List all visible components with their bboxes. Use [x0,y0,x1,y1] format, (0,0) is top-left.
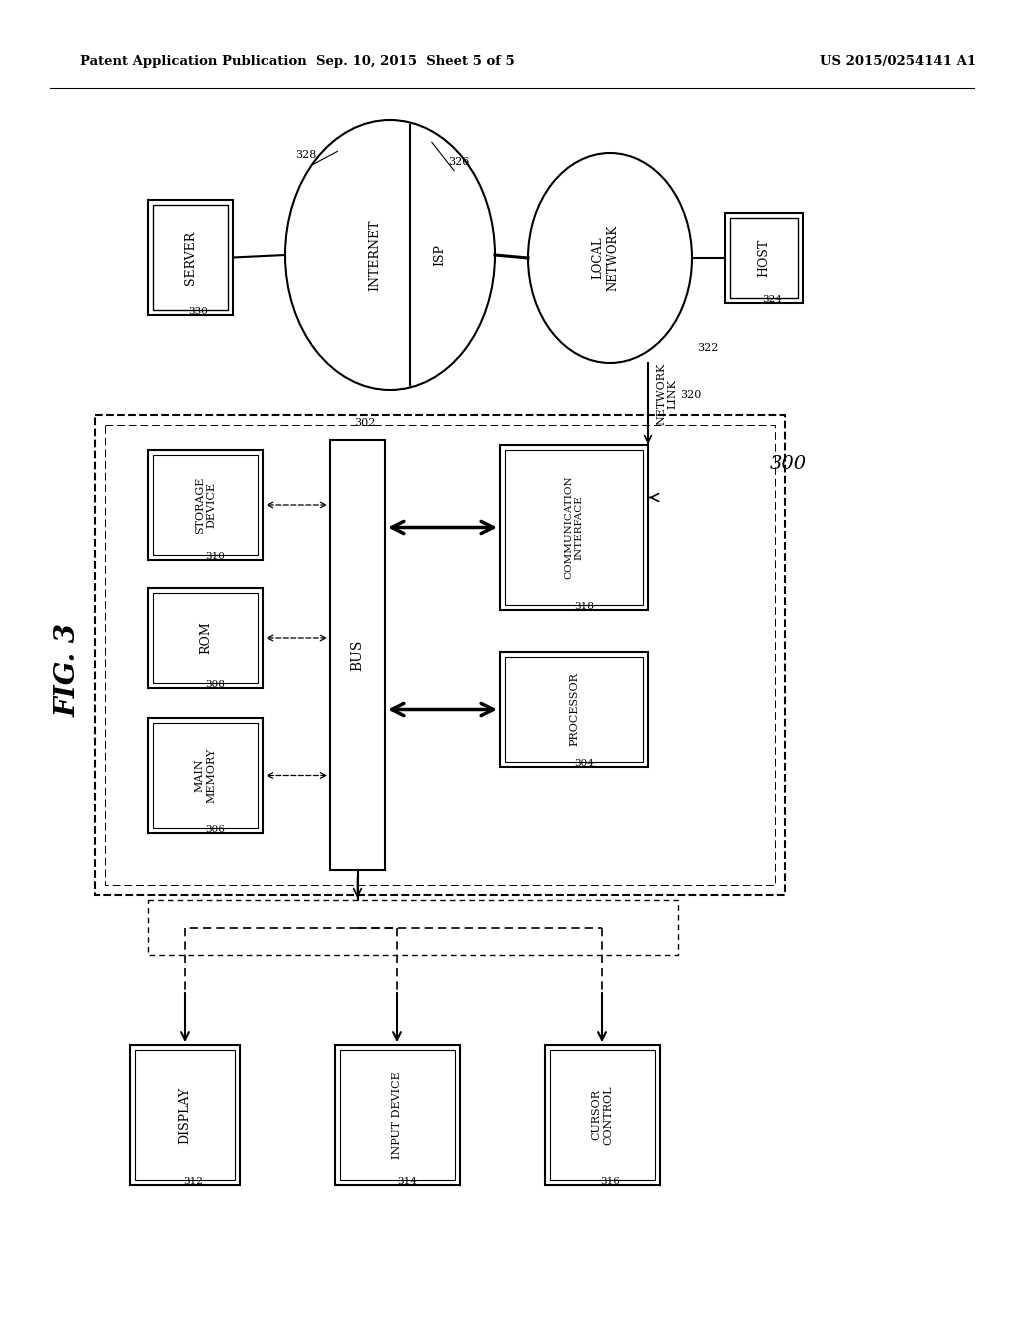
Text: Patent Application Publication: Patent Application Publication [80,55,307,69]
Text: 324: 324 [762,294,782,304]
Bar [153,455,258,554]
Bar [153,593,258,682]
Bar [153,723,258,828]
Text: 314: 314 [397,1177,418,1185]
Bar [500,652,648,767]
Bar [148,718,263,833]
Bar [148,450,263,560]
Text: 310: 310 [206,552,225,561]
Bar [148,587,263,688]
Text: ROM: ROM [199,622,212,655]
Ellipse shape [285,120,495,389]
Text: COMMUNICATION
INTERFACE: COMMUNICATION INTERFACE [564,475,584,579]
Text: 308: 308 [206,680,225,689]
Text: 320: 320 [680,389,701,400]
Bar [730,218,798,298]
Text: 318: 318 [574,602,594,611]
Text: ISP: ISP [433,244,446,267]
Bar [148,900,678,954]
Ellipse shape [528,153,692,363]
Text: 322: 322 [697,343,719,352]
Bar [550,1049,655,1180]
Text: 328: 328 [295,150,316,160]
Bar [505,657,643,762]
Bar [505,450,643,605]
Bar [335,1045,460,1185]
Text: BUS: BUS [350,639,365,671]
Text: 316: 316 [600,1177,621,1185]
Text: STORAGE
DEVICE: STORAGE DEVICE [195,477,216,533]
Text: US 2015/0254141 A1: US 2015/0254141 A1 [820,55,976,69]
Bar [545,1045,660,1185]
Text: NETWORK
LINK: NETWORK LINK [656,363,678,425]
Text: 326: 326 [449,157,469,168]
Bar [135,1049,234,1180]
Text: 302: 302 [354,418,376,428]
Text: SERVER: SERVER [184,231,197,285]
Text: 300: 300 [770,455,807,473]
Text: INPUT DEVICE: INPUT DEVICE [392,1071,402,1159]
Text: 312: 312 [183,1177,203,1185]
Text: INTERNET: INTERNET [369,219,382,290]
Text: 304: 304 [574,759,594,768]
Text: Sep. 10, 2015  Sheet 5 of 5: Sep. 10, 2015 Sheet 5 of 5 [315,55,514,69]
Bar [130,1045,240,1185]
Bar [725,213,803,304]
Bar [105,425,775,884]
Bar [330,440,385,870]
Text: DISPLAY: DISPLAY [178,1086,191,1143]
Bar [148,201,233,315]
Text: FIG. 3: FIG. 3 [54,623,82,717]
Bar [500,445,648,610]
Text: CURSOR
CONTROL: CURSOR CONTROL [592,1085,613,1144]
Bar [153,205,228,310]
Text: PROCESSOR: PROCESSOR [569,673,579,746]
Text: MAIN
MEMORY: MAIN MEMORY [195,748,216,803]
Text: 330: 330 [188,308,209,315]
Text: LOCAL
NETWORK: LOCAL NETWORK [591,224,618,292]
Text: 306: 306 [206,825,225,834]
Bar [95,414,785,895]
Bar [340,1049,455,1180]
Text: HOST: HOST [758,239,770,277]
